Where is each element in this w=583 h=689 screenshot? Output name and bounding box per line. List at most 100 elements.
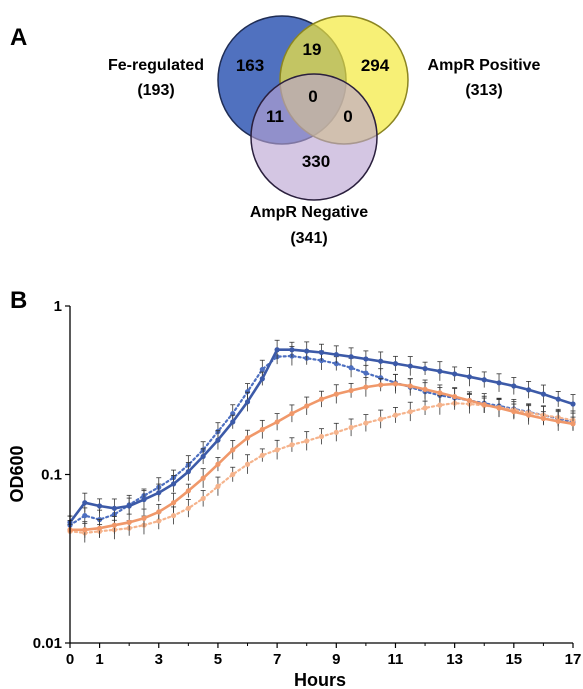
- data-point: [407, 363, 413, 369]
- data-point: [215, 483, 221, 489]
- data-point: [333, 351, 339, 358]
- data-point: [170, 500, 177, 506]
- data-point: [289, 410, 295, 417]
- data-point: [274, 447, 280, 453]
- data-point: [96, 525, 103, 531]
- data-point: [82, 527, 88, 533]
- data-point: [230, 471, 236, 478]
- series-line: [68, 402, 575, 534]
- data-point: [156, 490, 162, 496]
- series-2: [67, 373, 576, 540]
- data-point: [200, 453, 206, 460]
- data-point: [570, 401, 576, 407]
- venn-positive-only-count: 294: [361, 56, 390, 75]
- x-tick-label: 5: [214, 651, 222, 668]
- data-point: [407, 383, 413, 389]
- x-axis-title: Hours: [294, 670, 346, 689]
- data-point: [378, 382, 384, 388]
- data-point: [363, 384, 369, 390]
- data-point: [185, 505, 191, 511]
- y-tick-label: 1: [54, 298, 62, 315]
- data-point: [289, 347, 295, 353]
- data-point: [318, 349, 325, 356]
- venn-diagram: 163 19 294 0 11 0 330 Fe-regulated (193)…: [108, 15, 541, 247]
- data-point: [511, 409, 517, 415]
- data-point: [82, 500, 88, 506]
- y-tick-label: 0.01: [33, 635, 62, 652]
- x-tick-label: 9: [332, 651, 340, 668]
- data-point: [555, 418, 561, 424]
- venn-fe-negative-count: 11: [266, 107, 284, 126]
- data-point: [526, 387, 532, 393]
- data-point: [466, 397, 473, 404]
- data-point: [274, 347, 280, 353]
- data-point: [274, 419, 280, 425]
- venn-set-fe-total: (193): [137, 82, 174, 99]
- data-point: [259, 452, 265, 458]
- data-point: [452, 371, 458, 377]
- data-point: [496, 405, 502, 411]
- series-0: [67, 339, 576, 529]
- data-point: [318, 433, 325, 440]
- data-point: [304, 348, 310, 354]
- data-point: [348, 387, 354, 394]
- data-point: [170, 513, 177, 519]
- data-point: [392, 412, 399, 418]
- data-point: [156, 509, 162, 515]
- data-point: [230, 419, 236, 425]
- ticks-layer: 0 1 3 5 7 9 11 13 15 170.010.11: [33, 298, 582, 668]
- data-point: [540, 415, 547, 422]
- series-line: [68, 354, 575, 527]
- data-point: [348, 354, 354, 360]
- data-point: [200, 495, 206, 502]
- series-layer: [67, 339, 576, 543]
- data-point: [170, 481, 177, 487]
- data-point: [437, 368, 443, 374]
- data-point: [466, 374, 473, 380]
- data-point: [363, 356, 369, 362]
- data-point: [363, 370, 369, 376]
- x-tick-label: 7: [273, 651, 281, 668]
- data-point: [540, 391, 547, 397]
- data-point: [333, 361, 339, 367]
- data-point: [348, 424, 354, 431]
- data-point: [422, 366, 428, 372]
- data-point: [126, 503, 132, 509]
- data-point: [289, 442, 295, 448]
- venn-set-positive-name: AmpR Positive: [428, 57, 541, 74]
- data-point: [318, 396, 325, 402]
- data-point: [333, 391, 339, 397]
- data-point: [259, 366, 265, 373]
- x-tick-label: 11: [388, 651, 404, 668]
- venn-circle-negative: [250, 73, 378, 201]
- data-point: [156, 518, 162, 524]
- data-point: [304, 403, 310, 409]
- data-point: [496, 380, 502, 386]
- data-point: [244, 461, 251, 467]
- data-point: [82, 513, 88, 519]
- x-tick-label: 15: [505, 651, 522, 668]
- data-point: [378, 375, 384, 381]
- data-point: [422, 386, 428, 392]
- data-point: [141, 515, 147, 521]
- x-tick-label: 13: [446, 651, 463, 668]
- data-point: [511, 383, 517, 389]
- data-point: [392, 361, 399, 367]
- data-point: [185, 469, 191, 475]
- x-tick-label: 1: [95, 651, 103, 668]
- x-tick-label: 17: [565, 651, 582, 668]
- data-point: [452, 393, 458, 400]
- data-point: [215, 437, 221, 443]
- x-tick-label: 3: [155, 651, 163, 668]
- data-point: [200, 475, 206, 481]
- venn-fe-positive-count: 19: [303, 40, 322, 59]
- data-point: [407, 409, 413, 415]
- data-point: [185, 488, 191, 494]
- data-point: [363, 420, 369, 426]
- data-point: [259, 376, 265, 382]
- data-point: [126, 519, 132, 525]
- data-point: [422, 405, 428, 411]
- y-axis-title: OD600: [7, 445, 27, 502]
- venn-negative-only-count: 330: [302, 152, 330, 171]
